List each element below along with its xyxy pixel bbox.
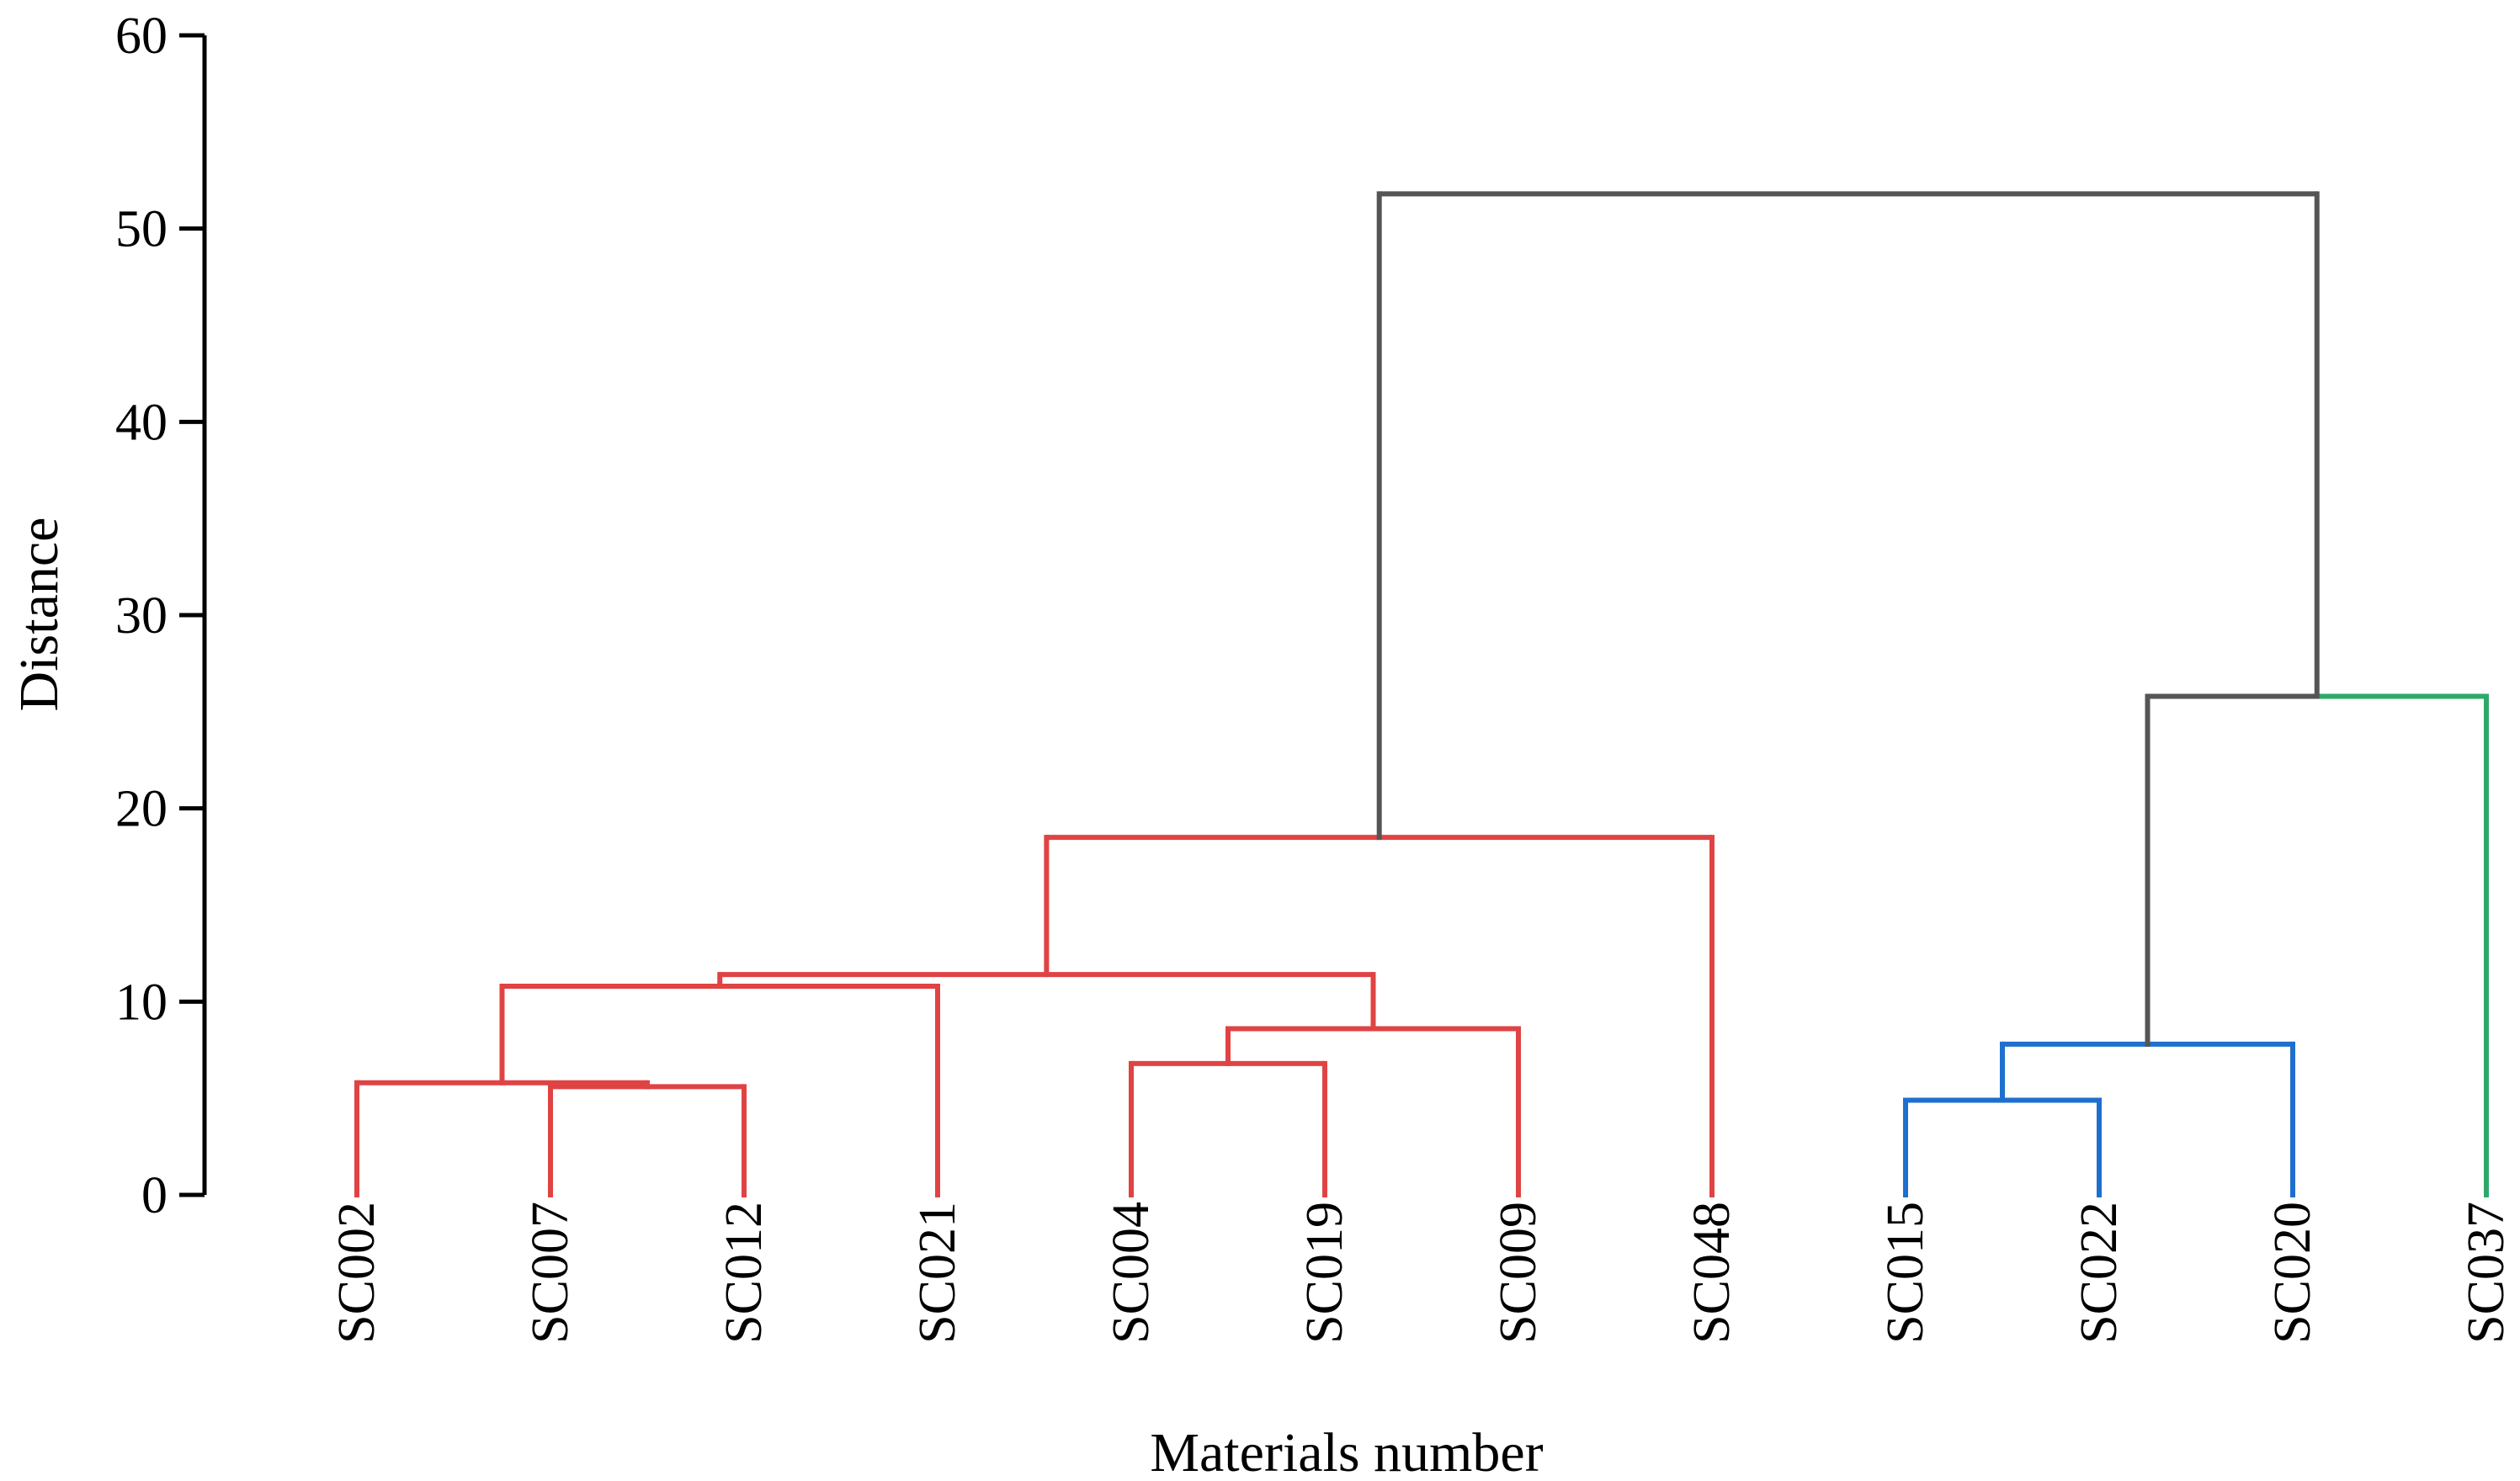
x-axis-title: Materials number [1150, 1422, 1543, 1481]
y-tick-label-40: 40 [115, 394, 167, 451]
y-tick-label-10: 10 [115, 974, 167, 1031]
leaf-label-sc019: SC019 [1296, 1202, 1353, 1344]
y-tick-label-50: 50 [115, 201, 167, 258]
y-tick-label-0: 0 [141, 1167, 167, 1224]
leaf-label-sc007: SC007 [522, 1202, 579, 1344]
leaf-label-sc012: SC012 [715, 1202, 773, 1344]
leaf-label-sc048: SC048 [1683, 1202, 1741, 1344]
y-axis: 0 10 20 30 40 50 60 [115, 8, 207, 1224]
leaf-label-sc037: SC037 [2458, 1202, 2515, 1344]
leaf-label-sc004: SC004 [1103, 1202, 1160, 1344]
y-axis-title: Distance [8, 518, 70, 712]
y-tick-label-20: 20 [115, 781, 167, 838]
y-tick-label-60: 60 [115, 8, 167, 65]
leaf-label-sc009: SC009 [1490, 1202, 1547, 1344]
leaf-label-sc020: SC020 [2264, 1202, 2321, 1344]
leaf-label-sc015: SC015 [1877, 1202, 1934, 1344]
leaf-label-sc002: SC002 [328, 1202, 385, 1344]
leaf-label-sc021: SC021 [909, 1202, 966, 1344]
leaf-labels: SC002 SC007 SC012 SC021 SC004 SC019 SC009 SC048… [328, 1202, 2515, 1344]
leaf-label-sc022: SC022 [2071, 1202, 2128, 1344]
y-tick-label-30: 30 [115, 587, 167, 645]
dendrogram-links [354, 191, 2489, 1197]
